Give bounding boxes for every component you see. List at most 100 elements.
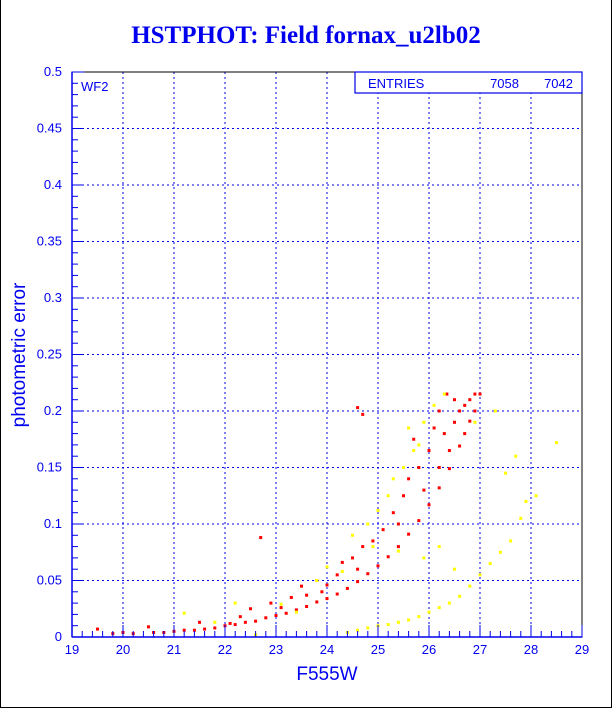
data-point-yellow — [417, 615, 421, 619]
x-axis-label: F555W — [296, 664, 357, 685]
data-point-red — [366, 572, 370, 576]
chart-title: HSTPHOT: Field fornax_u2lb02 — [131, 22, 481, 49]
data-point-yellow — [498, 550, 502, 554]
data-point-yellow — [422, 556, 426, 560]
data-point-red — [361, 412, 365, 416]
data-point-yellow — [340, 569, 344, 573]
data-point-red — [356, 567, 360, 571]
y-tick-label: 0.35 — [37, 234, 62, 249]
data-point-red — [417, 466, 421, 469]
x-tick-label: 25 — [371, 642, 385, 657]
data-point-yellow — [447, 601, 451, 605]
x-tick-label: 21 — [167, 642, 181, 657]
data-point-red — [351, 556, 354, 560]
data-point-red — [254, 619, 258, 623]
data-point-red — [458, 444, 462, 448]
data-point-red — [243, 620, 247, 624]
y-tick-label: 0.4 — [44, 177, 62, 192]
x-tick-label: 29 — [575, 642, 589, 657]
x-tick-label: 28 — [524, 642, 538, 657]
y-tick-label: 0.25 — [37, 347, 62, 362]
data-point-red — [422, 488, 426, 492]
data-point-red — [458, 409, 462, 413]
data-point-yellow — [417, 443, 421, 447]
data-point-red — [468, 398, 472, 402]
data-point-red — [396, 522, 400, 526]
y-tick-label: 0.15 — [37, 460, 62, 475]
data-point-yellow — [453, 567, 456, 571]
data-point-red — [269, 601, 273, 605]
data-point-red — [259, 536, 263, 540]
data-point-yellow — [432, 403, 436, 407]
data-point-yellow — [493, 409, 497, 413]
data-point-red — [473, 409, 477, 413]
data-point-red — [437, 409, 441, 413]
y-tick-label: 0.5 — [44, 64, 62, 79]
data-point-yellow — [294, 610, 298, 614]
data-point-red — [447, 467, 451, 471]
data-point-yellow — [478, 573, 482, 577]
data-point-yellow — [366, 522, 370, 526]
data-point-yellow — [325, 565, 329, 569]
data-point-red — [407, 477, 411, 481]
data-point-red — [437, 466, 441, 469]
data-point-red — [264, 616, 268, 620]
data-point-red — [147, 625, 150, 629]
data-point-red — [417, 519, 421, 523]
stats-box: ENTRIES 7058 7042 — [354, 71, 583, 94]
panel-label: WF2 — [81, 79, 108, 94]
data-point-red — [228, 621, 232, 625]
data-point-yellow — [213, 620, 217, 624]
x-tick-label: 26 — [422, 642, 436, 657]
data-point-yellow — [391, 477, 395, 481]
data-point-yellow — [473, 420, 477, 424]
data-point-yellow — [351, 533, 354, 537]
data-point-red — [289, 595, 293, 599]
data-point-yellow — [458, 594, 462, 598]
y-axis-label: photometric error — [9, 282, 30, 427]
x-tick-label: 20 — [116, 642, 130, 657]
data-point-yellow — [356, 628, 360, 632]
data-point-yellow — [386, 623, 390, 627]
data-point-yellow — [555, 441, 558, 445]
data-point-red — [345, 586, 349, 590]
data-point-red — [391, 511, 395, 515]
data-point-yellow — [442, 392, 446, 396]
data-point-yellow — [407, 426, 411, 430]
data-point-red — [432, 426, 436, 430]
data-point-red — [335, 592, 339, 596]
data-point-yellow — [519, 516, 523, 520]
data-point-yellow — [437, 545, 441, 549]
data-point-yellow — [407, 618, 411, 622]
data-point-yellow — [402, 466, 405, 469]
x-tick-label: 19 — [65, 642, 79, 657]
data-point-red — [381, 528, 385, 532]
data-point-red — [305, 593, 309, 597]
data-point-yellow — [422, 420, 426, 424]
data-point-red — [192, 628, 196, 632]
y-tick-label: 0 — [55, 629, 62, 644]
data-point-yellow — [514, 454, 518, 458]
data-point-red — [478, 392, 482, 396]
stats-entries-value-1: 7058 — [490, 76, 519, 91]
x-tick-label: 24 — [320, 642, 334, 657]
data-point-yellow — [396, 620, 400, 624]
data-point-red — [213, 626, 217, 630]
data-point-yellow — [182, 611, 186, 615]
data-point-red — [437, 486, 441, 490]
data-point-yellow — [396, 549, 400, 553]
data-point-red — [453, 398, 456, 402]
data-point-yellow — [509, 539, 513, 543]
data-point-yellow — [524, 499, 528, 503]
data-point-red — [325, 583, 329, 587]
y-tick-label: 0.45 — [37, 121, 62, 136]
data-point-red — [238, 615, 242, 619]
data-point-red — [305, 604, 309, 608]
data-point-red — [463, 432, 467, 436]
data-point-red — [468, 419, 472, 423]
x-tick-label: 23 — [269, 642, 283, 657]
data-point-red — [274, 614, 278, 618]
data-point-red — [340, 560, 344, 564]
data-point-yellow — [371, 545, 375, 549]
